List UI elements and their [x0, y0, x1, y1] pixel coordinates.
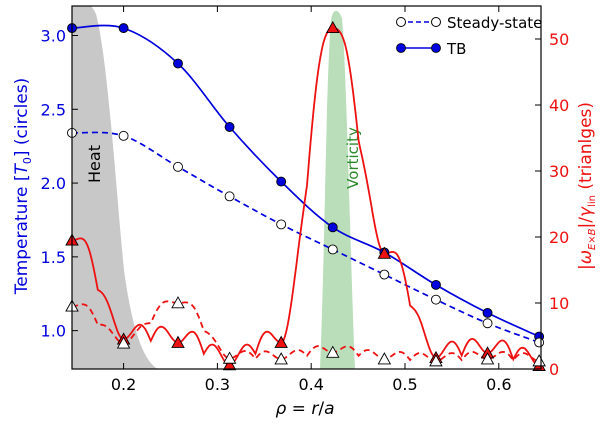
legend-open-circle-marker	[431, 17, 441, 27]
triangle-line-open	[72, 300, 540, 363]
right-y-tick-label: 50	[549, 30, 569, 49]
legend-filled-circle-marker	[431, 43, 441, 53]
x-tick-label: 0.2	[111, 375, 136, 394]
legend-label-tb: TB	[446, 40, 466, 58]
heat-region	[72, 6, 158, 369]
series-markers	[65, 20, 546, 371]
open-triangle-marker	[377, 352, 392, 365]
filled-triangle-marker	[377, 246, 392, 259]
right-y-tick-label: 30	[549, 162, 569, 181]
x-tick-label: 0.4	[298, 375, 323, 394]
triangle-line-filled	[72, 26, 540, 367]
steady-state-marker	[534, 337, 545, 348]
steady-state-marker	[327, 244, 338, 255]
series-line-steady-state	[72, 131, 540, 344]
steady-state-marker	[276, 219, 287, 230]
filled-triangle-marker	[325, 20, 340, 34]
left-y-tick-label: 2.5	[41, 100, 66, 119]
filled-triangle-marker	[274, 335, 288, 348]
vorticity-annotation: Vorticity	[344, 127, 362, 189]
open-triangle-marker	[116, 336, 131, 349]
filled-triangle-marker	[171, 335, 185, 348]
background-regions	[72, 6, 355, 369]
left-y-tick-label: 1.0	[41, 322, 66, 341]
x-tick-label: 0.6	[486, 375, 511, 394]
x-tick-label: 0.3	[205, 375, 230, 394]
legend-entry-tb: TB	[396, 40, 466, 58]
tb-marker	[482, 307, 493, 318]
tb-marker	[276, 176, 287, 187]
vorticity-region	[320, 10, 355, 369]
plot-frame	[71, 5, 542, 370]
tb-marker	[430, 279, 441, 290]
open-triangle-marker	[274, 352, 288, 365]
x-tick-label: 0.5	[392, 375, 417, 394]
steady-state-marker	[379, 269, 390, 280]
tb-marker	[118, 23, 129, 34]
left-axis-title: Temperature [T0] (circles)	[12, 78, 34, 296]
open-triangle-marker	[325, 345, 340, 358]
steady-state-marker	[173, 161, 183, 172]
legend: Steady-state TB	[396, 14, 542, 58]
series-lines	[72, 24, 540, 367]
open-triangle-marker	[429, 354, 443, 367]
x-axis-title: ρ = r/a	[275, 399, 334, 419]
right-y-tick-label: 0	[549, 360, 559, 379]
open-triangle-marker	[532, 354, 546, 367]
filled-triangle-marker	[222, 358, 237, 371]
tb-marker	[173, 58, 183, 69]
tb-marker	[327, 222, 338, 233]
steady-state-marker	[118, 130, 129, 141]
steady-state-marker	[482, 318, 493, 329]
left-y-tick-label: 1.5	[41, 248, 66, 267]
legend-filled-circle-marker	[396, 43, 406, 53]
x-axis-ticks: 0.2 0.3 0.4 0.5 0.6	[111, 6, 512, 394]
series-line-tb	[72, 24, 540, 338]
legend-entry-steady-state: Steady-state	[396, 14, 542, 32]
legend-open-circle-marker	[396, 17, 406, 27]
right-axis-ticks: 0 10 20 30 40 50	[535, 30, 569, 379]
right-y-tick-label: 10	[549, 294, 569, 313]
left-y-tick-label: 2.0	[41, 174, 66, 193]
tb-marker	[224, 122, 235, 132]
left-axis-ticks: 1.0 1.5 2.0 2.5 3.0	[41, 27, 78, 341]
heat-annotation: Heat	[85, 145, 104, 183]
steady-state-marker	[224, 191, 235, 202]
open-triangle-marker	[171, 296, 185, 309]
right-axis-title: |ωE×B|/γlin (trianlges)	[576, 102, 598, 270]
left-y-tick-label: 3.0	[41, 27, 66, 46]
open-triangle-marker	[480, 352, 495, 365]
steady-state-marker	[430, 294, 441, 305]
legend-label-steady-state: Steady-state	[447, 14, 542, 32]
right-y-tick-label: 20	[549, 228, 569, 247]
open-triangle-marker	[222, 351, 237, 364]
right-y-tick-label: 40	[549, 96, 569, 115]
